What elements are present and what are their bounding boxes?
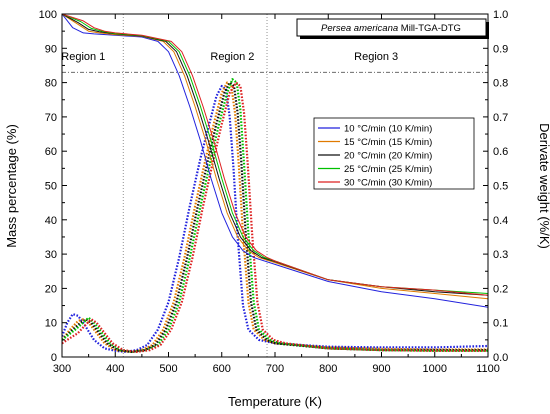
- y-axis-title: Mass percentage (%): [4, 124, 19, 248]
- legend-label-series-5: 30 °C/min (30 K/min): [344, 178, 432, 189]
- x-tick-label-700: 700: [266, 363, 284, 375]
- y2-tick-label-6: 0.6: [493, 146, 508, 158]
- region-guides: [62, 14, 488, 357]
- region-label-3: Region 3: [354, 51, 398, 63]
- title-box: [296, 18, 487, 37]
- legend-label-series-1: 10 °C/min (10 K/min): [344, 124, 432, 135]
- y2-axis-title: Derivate weight (%/K): [537, 123, 550, 249]
- x-axis-title: Temperature (K): [228, 394, 322, 409]
- axes: 300 400 500 600 700 800 900 1000 1100 0 10 20 30 40 50…: [39, 9, 509, 375]
- y-tick-label-20: 20: [45, 283, 57, 295]
- y2-tick-label-2: 0.2: [493, 283, 508, 295]
- y-tick-label-10: 10: [45, 318, 57, 330]
- dtg-line-series-4: [62, 78, 488, 353]
- x-tick-label-300: 300: [53, 363, 71, 375]
- y2-tick-label-0: 0.0: [493, 352, 508, 364]
- chart-title-method: Mill-TGA-DTG: [398, 23, 461, 34]
- y2-tick-label-8: 0.8: [493, 78, 508, 90]
- y2-tick-label-5: 0.5: [493, 181, 508, 193]
- x-tick-label-1100: 1100: [476, 363, 500, 375]
- tga-line-series-1: [62, 14, 488, 308]
- legend-label-series-3: 20 °C/min (20 K/min): [344, 151, 432, 162]
- x-tick-label-600: 600: [213, 363, 231, 375]
- plot-series: [62, 14, 488, 353]
- y2-tick-label-3: 0.3: [493, 249, 508, 261]
- y-tick-label-100: 100: [39, 9, 57, 21]
- chart-title-species: Persea americana: [321, 23, 398, 34]
- y-tick-label-0: 0: [51, 352, 57, 364]
- dtg-line-series-2: [62, 81, 488, 353]
- y-tick-label-90: 90: [45, 43, 57, 55]
- legend-box: [313, 117, 475, 190]
- y-tick-label-80: 80: [45, 78, 57, 90]
- legend: 10 °C/min (10 K/min) 15 °C/min (15 K/min)…: [313, 117, 475, 190]
- y-tick-label-60: 60: [45, 146, 57, 158]
- dtg-line-series-3: [62, 81, 488, 353]
- chart-title: Persea americana Mill-TGA-DTG: [321, 23, 461, 34]
- tga-line-series-5: [62, 14, 488, 296]
- y-tick-label-40: 40: [45, 215, 57, 227]
- region-label-1: Region 1: [61, 51, 105, 63]
- legend-label-series-4: 25 °C/min (25 K/min): [344, 164, 432, 175]
- y2-tick-label-4: 0.4: [493, 215, 508, 227]
- x-tick-label-800: 800: [319, 363, 337, 375]
- y2-tick-label-7: 0.7: [493, 112, 508, 124]
- y-tick-label-70: 70: [45, 112, 57, 124]
- y2-tick-label-9: 0.9: [493, 43, 508, 55]
- region-labels: Region 1 Region 2 Region 3: [61, 51, 398, 63]
- x-tick-label-900: 900: [372, 363, 390, 375]
- dtg-line-series-1: [62, 84, 488, 353]
- y-tick-label-50: 50: [45, 181, 57, 193]
- x-tick-label-400: 400: [106, 363, 124, 375]
- chart-title-box: Persea americana Mill-TGA-DTG: [296, 18, 489, 39]
- legend-label-series-2: 15 °C/min (15 K/min): [344, 137, 432, 148]
- y-tick-label-30: 30: [45, 249, 57, 261]
- y2-tick-label-1: 0.1: [493, 318, 508, 330]
- x-tick-label-500: 500: [159, 363, 177, 375]
- region-label-2: Region 2: [210, 51, 254, 63]
- x-tick-label-1000: 1000: [423, 363, 447, 375]
- y2-tick-label-10: 1.0: [493, 9, 508, 21]
